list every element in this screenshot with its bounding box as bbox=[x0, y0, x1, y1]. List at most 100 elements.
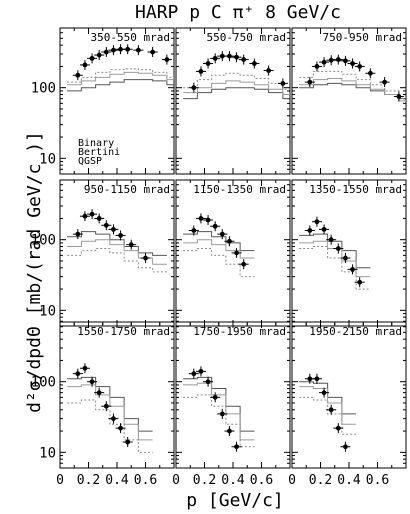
data-point bbox=[125, 46, 131, 52]
data-point bbox=[396, 94, 402, 99]
data-point bbox=[382, 79, 388, 85]
x-tick-label: 0.6 bbox=[250, 473, 273, 488]
data-point bbox=[118, 233, 123, 238]
data-point bbox=[314, 376, 320, 382]
data-point bbox=[343, 58, 348, 64]
model-qgsp-line bbox=[67, 68, 174, 83]
data-point bbox=[128, 242, 134, 248]
panel-6: 1350-1550 mrad bbox=[291, 179, 407, 327]
data-point bbox=[111, 416, 116, 422]
data-point bbox=[219, 53, 225, 59]
data-point bbox=[135, 47, 141, 53]
model-binary-line bbox=[67, 231, 167, 256]
data-point bbox=[314, 219, 320, 225]
data-point bbox=[212, 223, 218, 229]
model-qgsp-line bbox=[183, 72, 290, 90]
data-point bbox=[212, 55, 218, 61]
model-binary-line bbox=[183, 231, 255, 252]
y-tick-label: 10 bbox=[39, 445, 56, 461]
data-point bbox=[103, 49, 109, 55]
data-point bbox=[314, 64, 320, 69]
x-tick-label: 0.4 bbox=[337, 473, 361, 488]
panel-label: 750-950 mrad bbox=[323, 31, 402, 44]
data-point bbox=[103, 403, 109, 409]
panel-frame bbox=[59, 321, 175, 469]
data-point bbox=[111, 226, 116, 232]
data-point bbox=[198, 69, 204, 74]
x-tick-label: 0.4 bbox=[105, 473, 129, 488]
data-point bbox=[118, 425, 123, 431]
data-point bbox=[227, 238, 232, 244]
data-point bbox=[307, 376, 313, 382]
model-binary-line bbox=[67, 376, 153, 432]
data-point bbox=[89, 379, 95, 385]
data-point bbox=[150, 49, 156, 55]
model-bertini-line bbox=[67, 239, 167, 265]
data-point bbox=[89, 211, 95, 217]
data-point bbox=[280, 81, 286, 86]
model-qgsp-line bbox=[67, 248, 167, 273]
panel-label: 1950-2150 mrad bbox=[309, 325, 402, 338]
panel-7: 10 100 0 0.2 0.4 0.6 1550-1750 mrad bbox=[31, 321, 175, 488]
data-point bbox=[82, 365, 88, 371]
data-point bbox=[328, 407, 334, 413]
panel-2: 550-750 mrad bbox=[175, 27, 291, 175]
data-point bbox=[234, 54, 239, 60]
model-bertini-line bbox=[183, 80, 290, 96]
panel-1: 10 100 350-550 mrad bbox=[31, 27, 175, 175]
panel-9: 0 0.2 0.4 0.6 1950-2150 mrad bbox=[288, 321, 407, 488]
x-tick-label: 0 bbox=[288, 473, 296, 488]
data-point bbox=[125, 439, 131, 445]
data-point bbox=[335, 425, 341, 431]
panel-label: 1150-1350 mrad bbox=[193, 183, 286, 196]
panel-frame bbox=[175, 321, 291, 469]
legend-entry: Bertini bbox=[78, 147, 120, 158]
data-point bbox=[103, 222, 109, 228]
data-point bbox=[219, 231, 225, 237]
panel-8: 0 0.2 0.4 0.6 1750-1950 mrad bbox=[172, 321, 291, 488]
data-point bbox=[357, 279, 363, 285]
panel-label: 1350-1550 mrad bbox=[309, 183, 402, 196]
data-point bbox=[321, 59, 327, 65]
data-point bbox=[75, 371, 81, 377]
panel-frame bbox=[291, 321, 407, 469]
x-tick-label: 0.2 bbox=[77, 473, 100, 488]
data-point bbox=[350, 266, 355, 272]
model-qgsp-line bbox=[299, 70, 406, 100]
panel-label: 550-750 mrad bbox=[207, 31, 286, 44]
data-point bbox=[82, 213, 88, 219]
model-bertini-line bbox=[67, 384, 153, 441]
data-point bbox=[191, 85, 197, 91]
data-point bbox=[111, 47, 116, 53]
model-bertini-line bbox=[299, 77, 406, 102]
data-point bbox=[343, 255, 348, 261]
panel-label: 1750-1950 mrad bbox=[193, 325, 286, 338]
model-qgsp-line bbox=[183, 394, 255, 448]
panel-label: 1550-1750 mrad bbox=[77, 325, 170, 338]
model-binary-line bbox=[67, 79, 174, 92]
panel-4: 10 100 950-1150 mrad bbox=[31, 179, 175, 327]
legend-entry: Binary bbox=[78, 138, 114, 149]
x-tick-label: 0 bbox=[172, 473, 180, 488]
data-point bbox=[205, 61, 211, 66]
panel-frame bbox=[291, 179, 407, 327]
panel-5: 1150-1350 mrad bbox=[175, 179, 291, 327]
data-point bbox=[205, 217, 211, 223]
data-point bbox=[198, 216, 204, 221]
data-point bbox=[143, 255, 148, 261]
data-point bbox=[227, 428, 232, 434]
model-bertini-line bbox=[183, 382, 255, 441]
model-bertini-line bbox=[299, 240, 371, 278]
data-point bbox=[307, 79, 313, 85]
data-point bbox=[227, 53, 232, 59]
model-qgsp-line bbox=[299, 246, 371, 290]
data-point bbox=[164, 57, 170, 62]
data-point bbox=[96, 390, 102, 396]
model-binary-line bbox=[183, 87, 290, 100]
y-tick-label: 10 bbox=[39, 303, 56, 319]
model-binary-line bbox=[299, 233, 371, 269]
x-tick-label: 0.4 bbox=[221, 473, 245, 488]
data-point bbox=[357, 64, 363, 69]
